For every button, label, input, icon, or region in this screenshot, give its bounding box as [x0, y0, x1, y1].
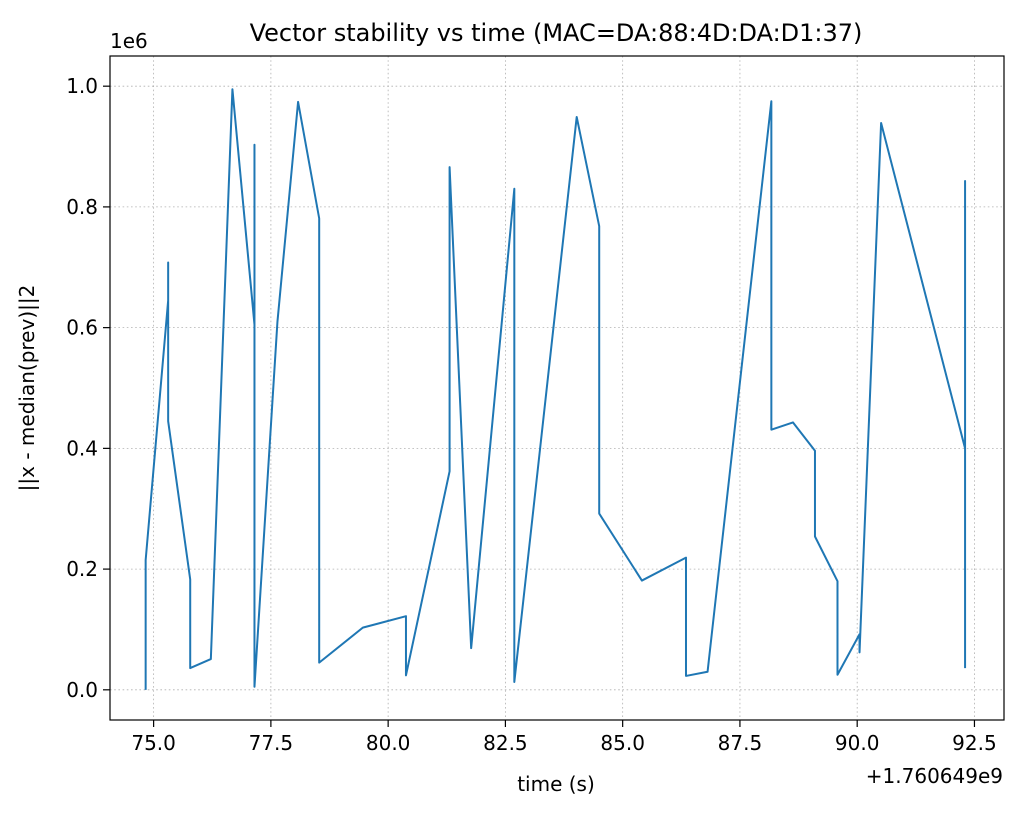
y-axis-label: ||x - median(prev)||2 — [15, 285, 39, 492]
x-tick-label: 82.5 — [483, 731, 528, 755]
y-tick-label: 0.4 — [66, 436, 98, 460]
x-tick-label: 77.5 — [249, 731, 294, 755]
x-tick-label: 92.5 — [952, 731, 997, 755]
chart-title: Vector stability vs time (MAC=DA:88:4D:D… — [250, 19, 863, 47]
grid — [110, 56, 1004, 720]
x-offset-label: +1.760649e9 — [866, 764, 1003, 788]
series-line — [144, 88, 967, 690]
y-tick-label: 0.0 — [66, 678, 98, 702]
x-axis-label: time (s) — [517, 772, 595, 796]
y-tick-label: 0.6 — [66, 316, 98, 340]
y-tick-label: 0.8 — [66, 195, 98, 219]
plot-frame — [109, 55, 1005, 721]
x-tick-label: 75.0 — [131, 731, 176, 755]
x-tick-label: 85.0 — [600, 731, 645, 755]
y-axis-ticks: 0.0 0.2 0.4 0.6 0.8 1.0 — [66, 74, 110, 702]
x-tick-label: 87.5 — [718, 731, 763, 755]
y-tick-label: 0.2 — [66, 557, 98, 581]
y-scale-label: 1e6 — [110, 29, 148, 53]
x-tick-label: 90.0 — [835, 731, 880, 755]
x-tick-label: 80.0 — [366, 731, 411, 755]
x-axis-ticks: 75.0 77.5 80.0 82.5 85.0 87.5 90.0 92.5 — [131, 720, 997, 755]
y-tick-label: 1.0 — [66, 74, 98, 98]
series-layer — [144, 88, 967, 690]
